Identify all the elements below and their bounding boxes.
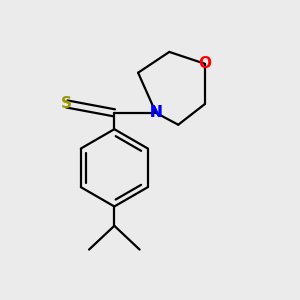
- Text: S: S: [61, 96, 72, 111]
- Text: O: O: [199, 56, 212, 71]
- Text: N: N: [150, 105, 162, 120]
- Text: N: N: [150, 105, 162, 120]
